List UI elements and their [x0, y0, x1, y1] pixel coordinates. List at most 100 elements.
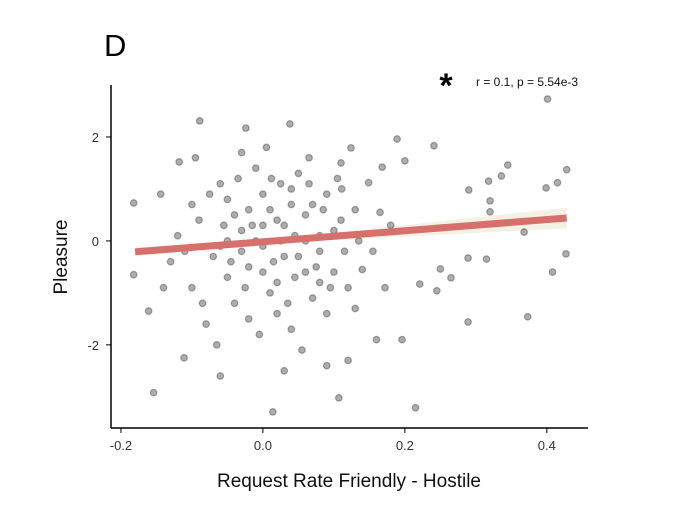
panel-label: D [104, 28, 126, 63]
data-point [308, 294, 317, 302]
data-point [542, 183, 551, 192]
data-point [497, 172, 506, 180]
data-point [285, 120, 294, 128]
data-point [326, 283, 335, 292]
data-point [520, 228, 529, 236]
data-point [255, 330, 264, 339]
data-point [486, 196, 494, 205]
x-axis-label: Request Rate Friendly - Hostile [217, 471, 481, 492]
data-point [251, 164, 260, 173]
data-point [262, 143, 271, 152]
data-point [315, 247, 324, 256]
data-point [381, 283, 389, 292]
data-point [464, 186, 473, 194]
data-point [219, 221, 228, 230]
data-point [223, 195, 232, 204]
data-point [337, 185, 346, 193]
data-point [393, 135, 401, 143]
x-ticks: -0.2 0.0 0.2 0.4 [110, 428, 556, 453]
significance-star: * [439, 67, 453, 105]
data-point [227, 257, 235, 266]
data-point [216, 179, 225, 188]
data-point [266, 205, 274, 214]
data-point [269, 257, 278, 266]
y-axis-label: Pleasure [51, 220, 72, 295]
data-point [337, 159, 345, 167]
data-point [333, 174, 342, 183]
data-point [464, 318, 472, 326]
data-point [280, 366, 289, 375]
x-tick-label: 0.4 [538, 438, 556, 453]
data-point [205, 190, 214, 199]
data-point [486, 207, 494, 216]
data-point [294, 252, 303, 261]
data-point [266, 288, 274, 297]
data-point [484, 177, 493, 186]
data-point [273, 216, 281, 225]
data-point [244, 262, 253, 271]
data-point [411, 403, 420, 412]
data-point [543, 95, 552, 103]
data-point [294, 169, 303, 178]
data-point [308, 200, 317, 209]
data-point [149, 388, 158, 397]
data-point [230, 211, 239, 219]
data-point [548, 268, 557, 276]
data-point [237, 226, 246, 235]
data-point [188, 283, 196, 292]
data-point [329, 268, 338, 276]
data-point [191, 153, 200, 162]
data-point [319, 205, 328, 214]
data-point [273, 309, 281, 318]
data-point [280, 221, 289, 230]
data-point [315, 278, 324, 287]
data-point [464, 254, 472, 262]
data-point [259, 268, 267, 276]
x-tick-label: 0.0 [254, 438, 272, 453]
data-point [198, 299, 207, 308]
data-point [436, 265, 445, 273]
data-point [447, 273, 455, 282]
data-point [188, 200, 196, 209]
regression-line [134, 214, 567, 256]
data-point [298, 346, 306, 354]
data-point [234, 174, 242, 183]
data-point [248, 221, 257, 230]
data-point [290, 273, 299, 282]
data-point [223, 273, 232, 282]
data-point [415, 280, 424, 288]
data-point [334, 393, 343, 402]
data-point [244, 314, 253, 323]
data-point [230, 299, 239, 308]
data-point [432, 286, 441, 295]
data-point [156, 190, 165, 199]
data-point [241, 283, 250, 292]
data-point [358, 265, 367, 274]
data-point [305, 179, 313, 188]
data-point [216, 372, 225, 380]
data-point [287, 185, 296, 193]
correlation-annotation: r = 0.1, p = 5.54e-3 [476, 75, 578, 89]
data-point [398, 335, 406, 344]
data-point [369, 247, 377, 256]
y-tick-label: -2 [87, 338, 99, 353]
data-point [195, 216, 203, 225]
data-point [386, 221, 395, 230]
data-point [166, 257, 175, 266]
y-tick-label: 0 [92, 234, 99, 249]
data-point [273, 278, 281, 287]
data-point [144, 307, 153, 315]
data-point [364, 178, 373, 187]
data-point [283, 299, 292, 308]
data-point [322, 361, 331, 370]
regression-line-group [134, 214, 567, 256]
data-point [301, 268, 310, 276]
data-point [237, 247, 246, 256]
data-point [212, 340, 221, 349]
points-group [129, 95, 571, 416]
data-point [159, 283, 168, 292]
data-point [553, 178, 562, 187]
data-point [503, 161, 512, 169]
data-point [400, 156, 409, 165]
data-point [378, 163, 387, 172]
